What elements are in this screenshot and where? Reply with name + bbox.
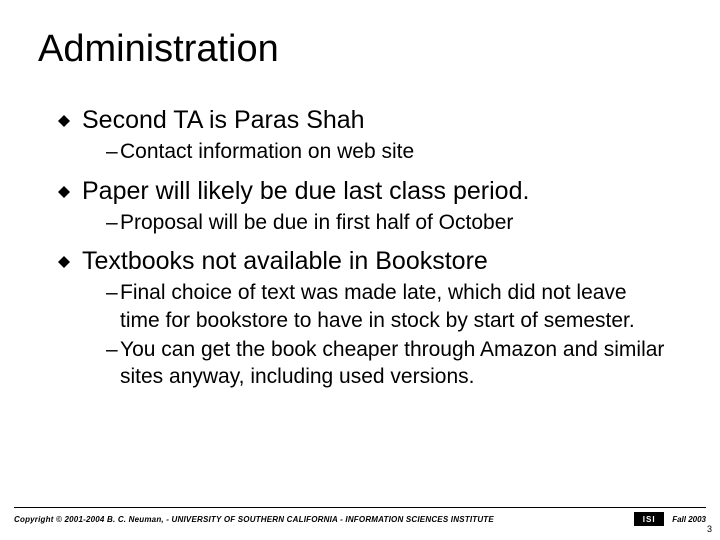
- sub-text: Proposal will be due in first half of Oc…: [120, 209, 513, 236]
- sub-list: – Contact information on web site: [58, 138, 672, 165]
- sub-item: – You can get the book cheaper through A…: [106, 336, 672, 391]
- dash-bullet-icon: –: [106, 279, 120, 306]
- footer-row: Copyright © 2001-2004 B. C. Neuman, - UN…: [14, 512, 706, 526]
- isi-logo-icon: ISI: [634, 512, 664, 526]
- bullet-text: Second TA is Paras Shah: [82, 105, 365, 136]
- slide-title: Administration: [38, 28, 682, 71]
- bullet-item: Paper will likely be due last class peri…: [58, 176, 672, 207]
- bullet-text: Textbooks not available in Bookstore: [82, 246, 488, 277]
- sub-item: – Final choice of text was made late, wh…: [106, 279, 672, 334]
- sub-list: – Proposal will be due in first half of …: [58, 209, 672, 236]
- diamond-bullet-icon: [58, 115, 70, 127]
- dash-bullet-icon: –: [106, 336, 120, 363]
- sub-item: – Contact information on web site: [106, 138, 672, 165]
- footer-right: ISI Fall 2003: [634, 512, 706, 526]
- footer-divider: [14, 507, 706, 508]
- bullet-text: Paper will likely be due last class peri…: [82, 176, 529, 207]
- sub-text: You can get the book cheaper through Ama…: [120, 336, 672, 391]
- sub-text: Final choice of text was made late, whic…: [120, 279, 672, 334]
- bullet-item: Second TA is Paras Shah: [58, 105, 672, 136]
- sub-item: – Proposal will be due in first half of …: [106, 209, 672, 236]
- diamond-bullet-icon: [58, 186, 70, 198]
- slide-content: Second TA is Paras Shah – Contact inform…: [38, 105, 682, 391]
- copyright-text: Copyright © 2001-2004 B. C. Neuman, - UN…: [14, 515, 494, 524]
- page-number: 3: [707, 524, 712, 534]
- dash-bullet-icon: –: [106, 209, 120, 236]
- sub-text: Contact information on web site: [120, 138, 414, 165]
- diamond-bullet-icon: [58, 256, 70, 268]
- sub-list: – Final choice of text was made late, wh…: [58, 279, 672, 390]
- bullet-item: Textbooks not available in Bookstore: [58, 246, 672, 277]
- semester-text: Fall 2003: [672, 515, 706, 524]
- slide-footer: Copyright © 2001-2004 B. C. Neuman, - UN…: [0, 507, 720, 526]
- slide: Administration Second TA is Paras Shah –…: [0, 0, 720, 540]
- dash-bullet-icon: –: [106, 138, 120, 165]
